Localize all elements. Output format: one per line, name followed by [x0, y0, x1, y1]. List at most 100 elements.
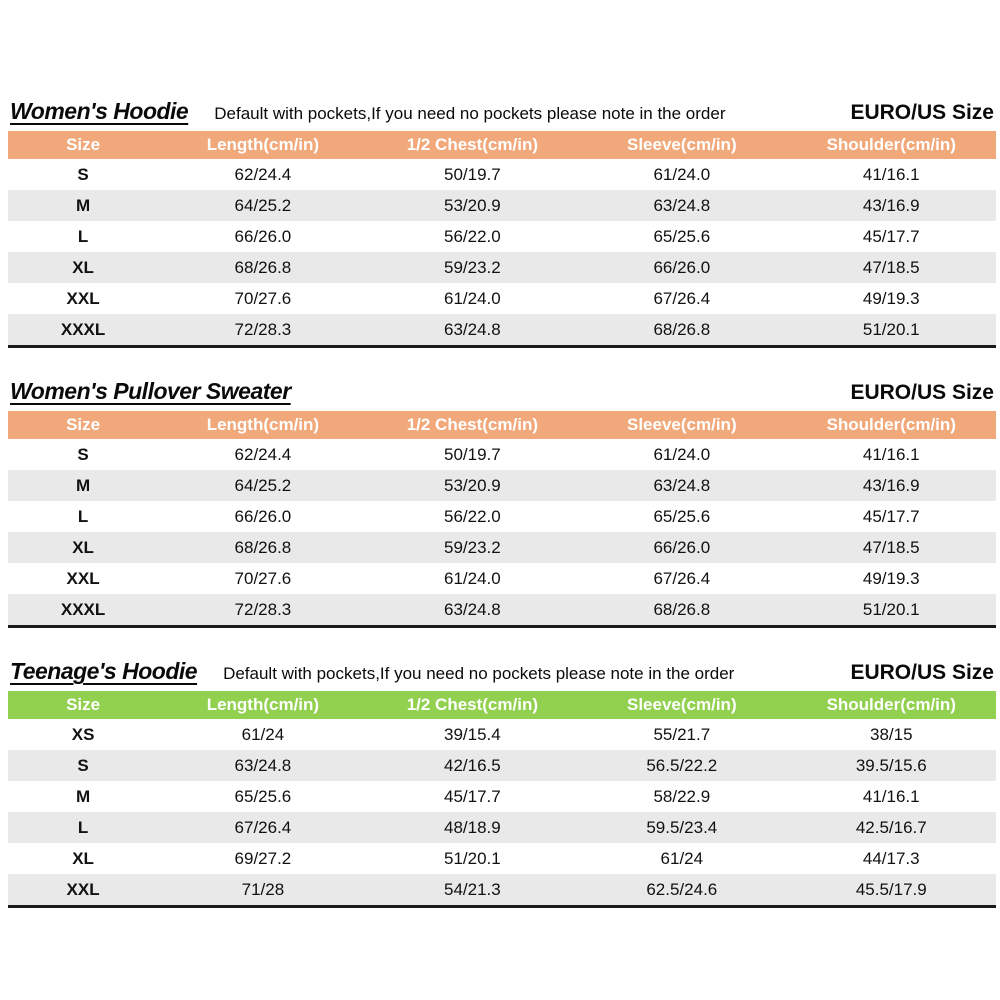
measurement-cell: 63/24.8	[234, 755, 292, 775]
column-header: Size	[8, 691, 159, 719]
measurement-cell: 49/19.3	[862, 568, 920, 588]
measurement-cell: 61/24	[241, 724, 285, 744]
measurement-cell: 51/20.1	[862, 599, 920, 619]
measurement-cell: 68/26.8	[234, 537, 292, 557]
measurement-cell: 38/15	[869, 724, 913, 744]
measurement-cell: 41/16.1	[862, 444, 920, 464]
column-header: Length(cm/in)	[158, 131, 368, 159]
measurement-cell: 50/19.7	[443, 444, 501, 464]
size-standard-label: EURO/US Size	[850, 381, 994, 404]
column-header: Shoulder(cm/in)	[786, 131, 996, 159]
column-header: Length(cm/in)	[158, 691, 368, 719]
size-cell: XXXL	[60, 599, 106, 619]
size-standard-label: EURO/US Size	[850, 661, 994, 684]
column-header: Shoulder(cm/in)	[786, 691, 996, 719]
size-table-body: S 62/24.4 50/19.7 61/24.0 41/16.1 M 64/25.2 53/…	[8, 159, 996, 347]
measurement-cell: 67/26.4	[653, 288, 711, 308]
measurement-cell: 58/22.9	[653, 786, 711, 806]
measurement-cell: 56.5/22.2	[646, 755, 718, 775]
measurement-cell: 63/24.8	[443, 599, 501, 619]
measurement-cell: 72/28.3	[234, 599, 292, 619]
measurement-cell: 56/22.0	[443, 226, 501, 246]
measurement-cell: 68/26.8	[234, 257, 292, 277]
measurement-cell: 66/26.0	[653, 537, 711, 557]
measurement-cell: 61/24	[660, 848, 704, 868]
pockets-note: Default with pockets,If you need no pock…	[214, 104, 726, 123]
section-title: Women's Hoodie	[10, 98, 189, 124]
measurement-cell: 41/16.1	[862, 164, 920, 184]
measurement-cell: 41/16.1	[862, 786, 920, 806]
size-cell: XS	[71, 724, 95, 744]
measurement-cell: 53/20.9	[443, 195, 501, 215]
section-title-bar: Women's Hoodie Default with pockets,If y…	[8, 98, 996, 131]
measurement-cell: 65/25.6	[653, 226, 711, 246]
measurement-cell: 66/26.0	[234, 506, 292, 526]
measurement-cell: 53/20.9	[443, 475, 501, 495]
measurement-cell: 42/16.5	[443, 755, 501, 775]
table-row: L 66/26.0 56/22.0 65/25.6 45/17.7	[8, 501, 996, 532]
section-title: Teenage's Hoodie	[10, 658, 198, 684]
measurement-cell: 39.5/15.6	[855, 755, 927, 775]
column-header: 1/2 Chest(cm/in)	[367, 411, 578, 439]
size-cell: S	[77, 444, 89, 464]
measurement-cell: 62/24.4	[234, 164, 292, 184]
table-row: L 67/26.4 48/18.9 59.5/23.4 42.5/16.7	[8, 812, 996, 843]
measurement-cell: 45/17.7	[862, 506, 920, 526]
measurement-cell: 54/21.3	[443, 879, 501, 899]
header-row: Size Length(cm/in) 1/2 Chest(cm/in) Sleeve(…	[8, 131, 996, 159]
column-header: Sleeve(cm/in)	[577, 131, 787, 159]
measurement-cell: 66/26.0	[234, 226, 292, 246]
teenages-hoodie-section: Teenage's Hoodie Default with pockets,If…	[8, 658, 996, 908]
table-row: XXL 70/27.6 61/24.0 67/26.4 49/19.3	[8, 283, 996, 314]
section-title-bar: Women's Pullover Sweater EURO/US Size	[8, 378, 996, 411]
measurement-cell: 68/26.8	[653, 319, 711, 339]
table-row: XS 61/24 39/15.4 55/21.7 38/15	[8, 719, 996, 750]
table-row: XL 68/26.8 59/23.2 66/26.0 47/18.5	[8, 252, 996, 283]
measurement-cell: 45/17.7	[443, 786, 501, 806]
column-header: 1/2 Chest(cm/in)	[367, 691, 578, 719]
measurement-cell: 62/24.4	[234, 444, 292, 464]
table-row: M 65/25.6 45/17.7 58/22.9 41/16.1	[8, 781, 996, 812]
size-cell: L	[77, 226, 89, 246]
size-table-header: Size Length(cm/in) 1/2 Chest(cm/in) Sleeve(…	[8, 691, 996, 719]
size-cell: L	[77, 817, 89, 837]
size-cell: XL	[72, 537, 94, 557]
measurement-cell: 68/26.8	[653, 599, 711, 619]
measurement-cell: 61/24.0	[443, 288, 501, 308]
measurement-cell: 61/24.0	[653, 444, 711, 464]
measurement-cell: 71/28	[241, 879, 285, 899]
measurement-cell: 44/17.3	[862, 848, 920, 868]
size-cell: S	[77, 755, 89, 775]
measurement-cell: 50/19.7	[443, 164, 501, 184]
measurement-cell: 42.5/16.7	[855, 817, 927, 837]
column-header: Length(cm/in)	[158, 411, 368, 439]
measurement-cell: 59.5/23.4	[646, 817, 718, 837]
size-table-body: S 62/24.4 50/19.7 61/24.0 41/16.1 M 64/25.2 53/…	[8, 439, 996, 627]
measurement-cell: 51/20.1	[862, 319, 920, 339]
size-cell: XXXL	[60, 319, 106, 339]
size-cell: L	[77, 506, 89, 526]
measurement-cell: 59/23.2	[443, 537, 501, 557]
size-cell: M	[76, 786, 91, 806]
table-row: XXXL 72/28.3 63/24.8 68/26.8 51/20.1	[8, 314, 996, 347]
measurement-cell: 51/20.1	[443, 848, 501, 868]
measurement-cell: 70/27.6	[234, 288, 292, 308]
measurement-cell: 45/17.7	[862, 226, 920, 246]
measurement-cell: 69/27.2	[234, 848, 292, 868]
pockets-note: Default with pockets,If you need no pock…	[223, 664, 735, 683]
measurement-cell: 61/24.0	[443, 568, 501, 588]
section-title-bar: Teenage's Hoodie Default with pockets,If…	[8, 658, 996, 691]
size-table-header: Size Length(cm/in) 1/2 Chest(cm/in) Sleeve(…	[8, 131, 996, 159]
size-table: Size Length(cm/in) 1/2 Chest(cm/in) Sleeve(…	[8, 131, 996, 348]
size-cell: XXL	[66, 879, 100, 899]
measurement-cell: 64/25.2	[234, 195, 292, 215]
measurement-cell: 63/24.8	[443, 319, 501, 339]
size-table: Size Length(cm/in) 1/2 Chest(cm/in) Sleeve(…	[8, 411, 996, 628]
column-header: Sleeve(cm/in)	[577, 411, 787, 439]
size-cell: XL	[72, 257, 94, 277]
column-header: Size	[8, 411, 159, 439]
size-table-header: Size Length(cm/in) 1/2 Chest(cm/in) Sleeve(…	[8, 411, 996, 439]
measurement-cell: 62.5/24.6	[646, 879, 718, 899]
measurement-cell: 66/26.0	[653, 257, 711, 277]
